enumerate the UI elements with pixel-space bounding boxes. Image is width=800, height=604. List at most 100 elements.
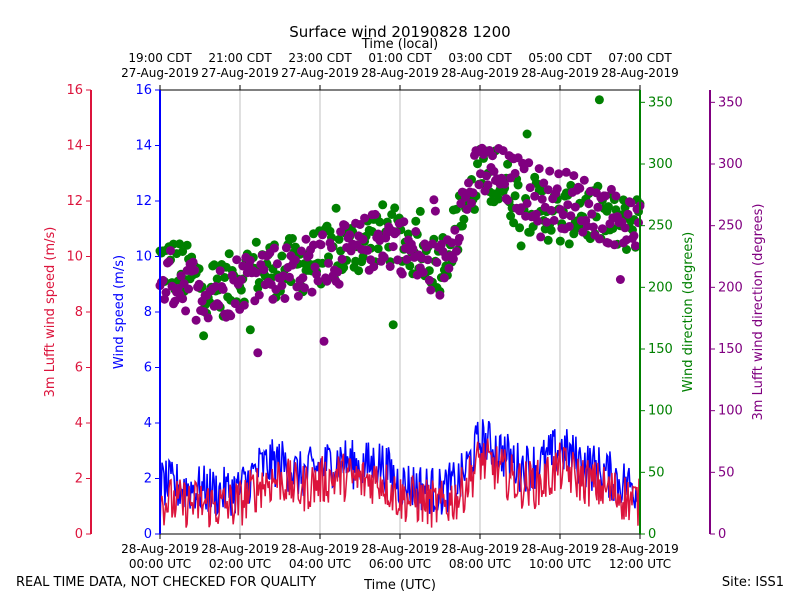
scatter-point bbox=[597, 224, 607, 234]
scatter-point bbox=[426, 285, 436, 295]
scatter-point bbox=[482, 171, 491, 181]
scatter-point bbox=[629, 231, 639, 241]
scatter-point bbox=[620, 223, 630, 233]
scatter-point bbox=[411, 216, 421, 226]
scatter-point bbox=[429, 195, 439, 205]
scatter-point bbox=[184, 284, 194, 294]
scatter-point bbox=[575, 183, 585, 193]
axis-label: Wind direction (degrees) bbox=[681, 232, 696, 392]
scatter-point bbox=[539, 178, 549, 188]
scatter-point bbox=[415, 206, 425, 216]
x-tick-label-time: 10:00 UTC bbox=[529, 557, 591, 571]
series-line bbox=[159, 438, 641, 528]
scatter-point bbox=[558, 210, 568, 220]
scatter-point bbox=[331, 203, 341, 213]
scatter-point bbox=[284, 272, 294, 282]
scatter-point bbox=[397, 269, 407, 279]
tick-label: 300 bbox=[648, 157, 673, 172]
scatter-point bbox=[459, 214, 469, 224]
axis-label: Wind speed (m/s) bbox=[112, 255, 127, 369]
scatter-point bbox=[355, 220, 365, 229]
x-axis-label: Time (UTC) bbox=[363, 578, 436, 593]
scatter-point bbox=[327, 243, 336, 253]
scatter-point bbox=[594, 234, 604, 244]
scatter-point bbox=[214, 300, 224, 310]
scatter-point bbox=[494, 194, 504, 204]
scatter-point bbox=[579, 175, 589, 185]
scatter-point bbox=[606, 184, 616, 194]
top-axis-label: Time (local) bbox=[361, 37, 438, 52]
axis-label: 3m Lufft wind speed (m/s) bbox=[43, 227, 58, 398]
x-tick-label-date: 28-Aug-2019 bbox=[441, 542, 519, 556]
scatter-point bbox=[464, 178, 473, 188]
tick-label: 4 bbox=[75, 416, 83, 431]
scatter-point bbox=[510, 168, 520, 178]
x-tick-label-date: 28-Aug-2019 bbox=[521, 542, 599, 556]
top-tick-label-time: 01:00 CDT bbox=[368, 51, 432, 65]
scatter-point bbox=[510, 191, 520, 201]
tick-label: 100 bbox=[718, 404, 743, 419]
scatter-point bbox=[340, 221, 350, 230]
scatter-point bbox=[166, 246, 175, 256]
scatter-point bbox=[280, 294, 290, 303]
scatter-point bbox=[316, 240, 326, 250]
scatter-point bbox=[336, 227, 346, 237]
scatter-point bbox=[272, 259, 282, 269]
top-tick-label-date: 27-Aug-2019 bbox=[121, 66, 199, 80]
x-tick-label-time: 00:00 UTC bbox=[129, 557, 191, 571]
top-tick-label-time: 05:00 CDT bbox=[528, 51, 592, 65]
scatter-point bbox=[385, 262, 395, 271]
scatter-point bbox=[537, 194, 547, 204]
scatter-point bbox=[178, 294, 188, 304]
tick-label: 300 bbox=[718, 157, 743, 172]
scatter-point bbox=[253, 348, 263, 358]
scatter-point bbox=[199, 307, 209, 316]
scatter-point bbox=[160, 294, 169, 304]
scatter-point bbox=[277, 251, 287, 261]
scatter-point bbox=[402, 254, 412, 264]
scatter-point bbox=[226, 311, 236, 321]
scatter-point bbox=[259, 265, 269, 275]
scatter-point bbox=[334, 279, 344, 289]
scatter-point bbox=[430, 206, 440, 216]
top-tick-label-time: 19:00 CDT bbox=[128, 51, 192, 65]
scatter-point bbox=[546, 205, 556, 215]
scatter-point bbox=[450, 225, 460, 235]
top-tick-label-date: 27-Aug-2019 bbox=[281, 66, 359, 80]
scatter-point bbox=[188, 257, 198, 267]
scatter-point bbox=[546, 225, 556, 235]
scatter-point bbox=[468, 188, 478, 198]
x-tick-label-date: 28-Aug-2019 bbox=[121, 542, 199, 556]
tick-label: 6 bbox=[75, 361, 83, 376]
scatter-point bbox=[543, 235, 553, 245]
scatter-point bbox=[358, 252, 368, 262]
scatter-point bbox=[191, 315, 201, 325]
scatter-point bbox=[584, 199, 594, 209]
scatter-point bbox=[203, 313, 213, 323]
scatter-point bbox=[424, 275, 434, 285]
scatter-point bbox=[467, 198, 476, 208]
scatter-point bbox=[268, 294, 278, 304]
scatter-point bbox=[435, 290, 445, 300]
scatter-point bbox=[423, 255, 433, 265]
scatter-point bbox=[522, 199, 532, 208]
scatter-point bbox=[611, 191, 621, 201]
scatter-point bbox=[611, 205, 621, 215]
x-tick-label-time: 02:00 UTC bbox=[209, 557, 271, 571]
axis-label: 3m Lufft wind direction (degrees) bbox=[751, 204, 766, 421]
scatter-point bbox=[287, 234, 297, 243]
x-tick-label-time: 06:00 UTC bbox=[369, 557, 431, 571]
tick-label: 250 bbox=[648, 219, 673, 234]
tick-label: 0 bbox=[75, 527, 83, 542]
scatter-point bbox=[269, 243, 279, 253]
tick-label: 0 bbox=[144, 527, 152, 542]
top-tick-label-date: 28-Aug-2019 bbox=[521, 66, 599, 80]
scatter-point bbox=[298, 273, 308, 283]
scatter-point bbox=[379, 252, 389, 262]
scatter-point bbox=[473, 159, 482, 169]
tick-label: 150 bbox=[718, 342, 743, 357]
scatter-point bbox=[588, 222, 598, 232]
scatter-point bbox=[483, 180, 493, 190]
scatter-point bbox=[220, 273, 230, 282]
